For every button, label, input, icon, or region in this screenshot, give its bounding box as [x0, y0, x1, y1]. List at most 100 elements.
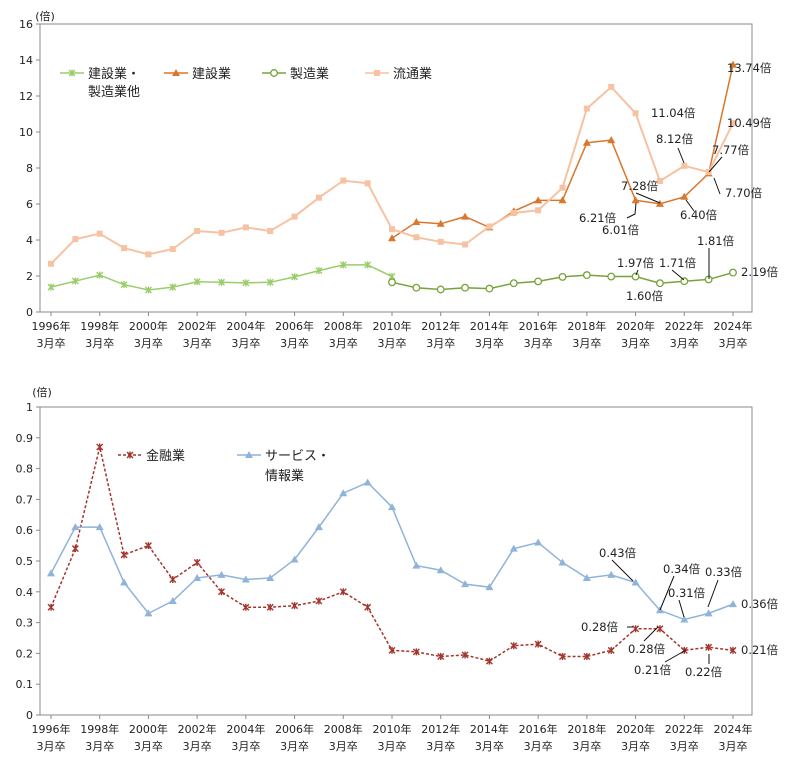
data-point: [631, 196, 640, 204]
x-tick-label: 1998年: [80, 722, 119, 736]
data-point: [534, 196, 543, 204]
x-tick-label: 2016年: [519, 319, 558, 333]
legend-item: 建設業: [164, 66, 231, 82]
data-point: [583, 105, 590, 112]
data-point: [340, 177, 347, 184]
data-point: [582, 573, 591, 581]
data-label: 0.28倍: [628, 642, 666, 656]
x-tick-sublabel: 3月卒: [621, 739, 650, 753]
data-label: 0.21倍: [634, 663, 672, 677]
data-point: [680, 277, 689, 286]
data-label: 6.21倍: [579, 211, 617, 225]
data-point: [339, 588, 347, 596]
data-point: [461, 580, 470, 588]
data-point: [582, 271, 591, 280]
data-point: [218, 588, 225, 596]
data-point: [266, 278, 274, 286]
data-label: 0.33倍: [705, 565, 743, 579]
data-point: [632, 110, 639, 117]
x-tick-label: 2024年: [714, 722, 753, 736]
legend-label: サービス・: [265, 449, 330, 464]
data-point: [656, 625, 664, 633]
data-point: [704, 609, 713, 617]
x-tick-label: 2006年: [275, 319, 314, 333]
data-point: [193, 559, 201, 567]
data-point: [47, 603, 55, 611]
data-point: [96, 443, 104, 451]
data-point: [436, 566, 445, 574]
data-point: [144, 609, 153, 617]
x-tick-label: 2018年: [567, 722, 606, 736]
data-point: [729, 268, 737, 277]
legend-label: 製造業他: [88, 84, 140, 100]
data-point: [558, 558, 567, 566]
data-point: [193, 573, 202, 581]
x-tick-label: 2012年: [421, 722, 460, 736]
x-tick-sublabel: 3月卒: [572, 739, 601, 753]
data-label: 7.77倍: [712, 143, 750, 157]
x-tick-label: 2022年: [665, 319, 704, 333]
data-point: [485, 583, 494, 591]
data-label: 0.21倍: [741, 643, 779, 657]
data-point: [412, 283, 421, 292]
x-tick-sublabel: 3月卒: [719, 739, 748, 753]
data-point: [315, 267, 323, 275]
y-tick-label: 12: [19, 90, 33, 103]
data-point: [705, 643, 713, 651]
data-point: [291, 602, 299, 610]
x-tick-label: 2014年: [470, 722, 509, 736]
x-tick-label: 2018年: [567, 319, 606, 333]
data-point: [608, 84, 615, 90]
y-tick-label: 14: [19, 54, 33, 67]
data-point: [120, 551, 128, 559]
data-point: [120, 281, 128, 289]
data-point: [559, 184, 566, 191]
data-point: [47, 569, 55, 577]
legend-swatch-marker: [374, 70, 380, 76]
annotation-leader: [671, 269, 685, 281]
data-point: [266, 573, 275, 581]
data-label: 8.12倍: [656, 132, 694, 146]
data-label: 11.04倍: [651, 106, 696, 120]
data-point: [412, 561, 421, 569]
data-point: [71, 277, 79, 285]
data-point: [582, 138, 591, 146]
data-point: [169, 246, 176, 252]
data-point: [509, 544, 518, 552]
annotation-leader: [635, 192, 661, 204]
x-tick-label: 2010年: [373, 722, 412, 736]
data-point: [218, 229, 225, 236]
y-tick-label: 6: [26, 198, 33, 211]
data-point: [241, 575, 250, 583]
data-point: [607, 272, 616, 281]
series-金融業: [47, 443, 737, 665]
data-point: [681, 162, 688, 169]
data-label: 0.36倍: [741, 597, 779, 611]
x-tick-sublabel: 3月卒: [475, 739, 504, 753]
y-tick-label: 16: [19, 18, 33, 31]
legend-label: 製造業: [290, 66, 329, 82]
legend-swatch-marker: [172, 69, 180, 76]
data-point: [632, 625, 640, 633]
data-point: [194, 228, 201, 234]
data-point: [242, 603, 250, 611]
data-label: 0.28倍: [581, 620, 619, 634]
data-label: 0.43倍: [599, 546, 637, 560]
chart-2: 0 0.1 0.2 0.3 0.4 0.5 0.6 0.7 0.8 0.9 1 (倍) 1996年 3月卒…: [16, 385, 779, 753]
y-tick-label: 0.4: [16, 586, 34, 599]
data-point: [558, 196, 567, 204]
y-tick-label: 4: [26, 234, 33, 247]
data-point: [413, 234, 420, 241]
data-point: [631, 578, 640, 586]
data-point: [339, 489, 348, 497]
data-point: [71, 545, 79, 553]
data-point: [71, 523, 80, 531]
x-tick-label: 2004年: [226, 319, 265, 333]
x-tick-sublabel: 3月卒: [329, 739, 358, 753]
x-tick-label: 2010年: [373, 319, 412, 333]
x-tick-sublabel: 3月卒: [329, 336, 358, 350]
x-tick-sublabel: 3月卒: [134, 739, 163, 753]
x-tick-sublabel: 3月卒: [85, 739, 114, 753]
data-point: [535, 207, 542, 214]
y-tick-label: 0.1: [16, 678, 34, 691]
